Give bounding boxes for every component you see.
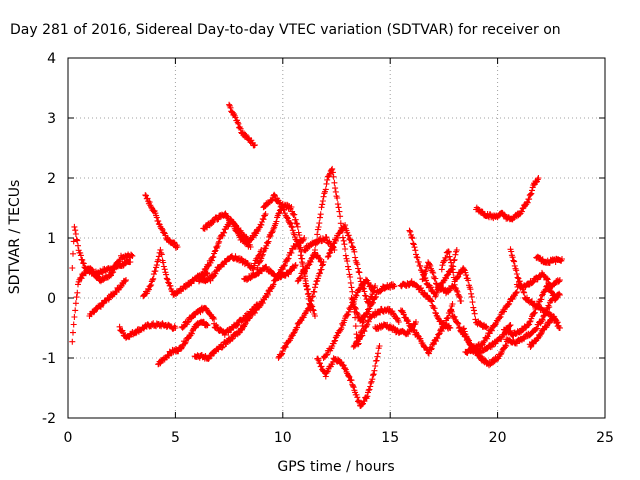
data-points	[69, 101, 565, 409]
x-tick-label: 0	[64, 430, 73, 446]
y-tick-label: -2	[42, 411, 56, 427]
data-track	[200, 210, 269, 246]
data-track	[116, 320, 179, 341]
y-tick-label: -1	[42, 351, 56, 367]
data-track	[526, 313, 563, 350]
data-track	[350, 305, 402, 350]
data-track	[69, 251, 136, 345]
data-track	[198, 247, 265, 285]
plot-frame	[67, 57, 606, 419]
x-tick-label: 25	[596, 430, 614, 446]
x-tick-label: 15	[381, 430, 399, 446]
data-track	[155, 318, 211, 368]
chart-title: Day 281 of 2016, Sidereal Day-to-day VTE…	[10, 22, 561, 38]
data-track	[348, 281, 398, 324]
y-tick-label: 2	[47, 171, 56, 187]
data-track	[314, 343, 383, 409]
data-track	[462, 289, 520, 356]
x-tick-label: 20	[489, 430, 507, 446]
data-track	[397, 278, 454, 332]
data-track	[294, 249, 325, 285]
data-track	[69, 223, 134, 278]
y-tick-label: 0	[47, 291, 56, 307]
data-track	[142, 192, 181, 251]
data-track	[324, 222, 379, 306]
data-track	[397, 301, 456, 357]
y-axis: -2 -1 0 1 2 3 4	[42, 51, 605, 427]
data-track	[226, 101, 258, 149]
x-tick-label: 5	[171, 430, 180, 446]
data-track	[86, 277, 129, 319]
y-tick-label: 4	[47, 51, 56, 67]
y-axis-label: SDTVAR / TECUs	[7, 180, 23, 295]
y-tick-label: 1	[47, 231, 56, 247]
data-track	[473, 175, 542, 223]
data-track	[513, 269, 563, 291]
data-track	[503, 290, 563, 347]
data-track	[178, 304, 218, 331]
data-track	[501, 282, 559, 339]
data-track	[419, 259, 465, 304]
data-track	[275, 259, 327, 361]
data-track	[533, 253, 565, 266]
x-axis: 0 5 10 15 20 25	[64, 58, 614, 446]
x-tick-label: 10	[274, 430, 292, 446]
data-track	[191, 313, 254, 362]
x-axis-label: GPS time / hours	[277, 459, 394, 475]
y-tick-label: 3	[47, 111, 56, 127]
data-track	[438, 248, 490, 331]
